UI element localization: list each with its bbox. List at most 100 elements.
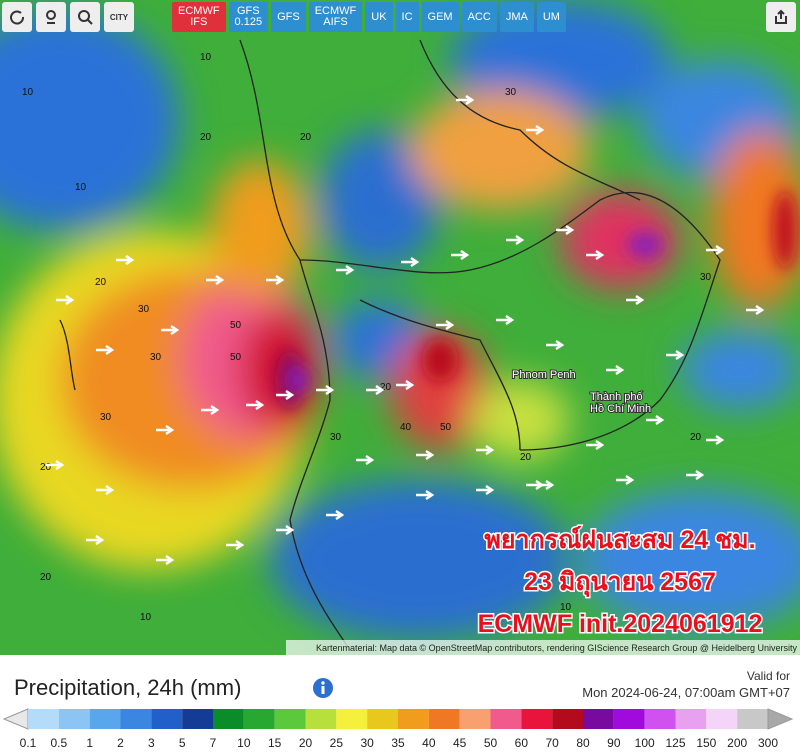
model-label: IFS [190, 16, 208, 28]
share-button[interactable] [766, 2, 796, 32]
wind-arrow [206, 274, 225, 286]
wind-arrow [46, 459, 65, 471]
scale-cell [737, 709, 768, 729]
scale-label: 60 [515, 736, 529, 750]
scale-label: 30 [360, 736, 374, 750]
location-button[interactable] [36, 2, 66, 32]
borders [59, 39, 721, 651]
wind-arrow [706, 434, 725, 446]
wind-arrow [266, 274, 285, 286]
wind-arrow [401, 256, 420, 268]
model-button[interactable]: GFS [271, 2, 306, 32]
contour-label: 30 [330, 432, 342, 443]
model-button[interactable]: GFS 0.125 [228, 2, 269, 32]
wind-arrow [416, 449, 435, 461]
wind-arrow [686, 469, 705, 481]
contour-label: 20 [520, 452, 532, 463]
scale-label: 2 [117, 736, 124, 750]
contour-label: 10 [620, 532, 632, 543]
wind-arrow [276, 389, 295, 401]
toolbar: CITY ECMWF IFS GFS 0.125 GFS ECMWF AIFS UK IC GEM… [0, 0, 800, 36]
scale-label: 50 [484, 736, 498, 750]
scale-label: 5 [179, 736, 186, 750]
info-icon[interactable] [312, 677, 334, 699]
scale-label: 300 [758, 736, 778, 750]
spacer [138, 2, 168, 34]
wind-arrow [506, 234, 525, 246]
valid-label: Valid for [746, 669, 790, 683]
scale-label: 90 [607, 736, 621, 750]
scale-cell [644, 709, 676, 729]
precip-core [276, 190, 797, 410]
attribution-bg [286, 640, 800, 655]
wind-arrow [116, 254, 135, 266]
scale-label: 150 [696, 736, 716, 750]
city-button[interactable]: CITY [104, 2, 134, 32]
model-button[interactable]: UK [365, 2, 393, 32]
contour-label: 10 [22, 87, 34, 98]
wind-arrow [451, 249, 470, 261]
wind-arrow [546, 339, 565, 351]
place-label: Phnom Penh [512, 369, 576, 381]
scale-cell [583, 709, 614, 729]
contour-label: 20 [40, 572, 52, 583]
contour-label: 50 [230, 320, 242, 331]
wind-arrow [226, 539, 245, 551]
wind-arrow [606, 364, 625, 376]
color-scale: 0.1 0.5 1 2 3 5 7 10 15 20 25 30 35 40 45 50 60 70 80 90 100… [2, 708, 794, 750]
scale-cell [120, 709, 152, 729]
scale-label: 15 [268, 736, 282, 750]
wind-arrow [316, 384, 335, 396]
scale-label: 7 [210, 736, 217, 750]
wind-arrow [476, 484, 495, 496]
scale-label: 20 [299, 736, 313, 750]
model-button[interactable]: ECMWF IFS [172, 2, 226, 32]
contour-label: 50 [230, 352, 242, 363]
wind-arrow [586, 249, 605, 261]
scale-label: 100 [635, 736, 655, 750]
contour-label: 20 [300, 132, 312, 143]
scale-end-left [2, 708, 29, 730]
wind-arrow [556, 224, 575, 236]
legend-title: Precipitation, 24h (mm) [14, 675, 242, 700]
scale-label: 1 [86, 736, 93, 750]
reload-button[interactable] [2, 2, 32, 32]
contour-label: 10 [560, 602, 572, 613]
scale-cell [182, 709, 213, 729]
contour-label: 10 [200, 52, 212, 63]
contour-label: 30 [100, 412, 112, 423]
wind-arrow [436, 319, 455, 331]
model-buttons: ECMWF IFS GFS 0.125 GFS ECMWF AIFS UK IC GEM ACC JM… [172, 2, 566, 34]
model-button[interactable]: ECMWF AIFS [308, 2, 363, 32]
scale-cell [552, 709, 583, 729]
model-label: GFS [237, 5, 260, 17]
wind-arrow [496, 314, 515, 326]
contour-label: 20 [380, 382, 392, 393]
model-button[interactable]: JMA [499, 2, 534, 32]
model-button[interactable]: IC [395, 2, 419, 32]
scale-cell [274, 709, 306, 729]
model-label: UK [371, 10, 387, 23]
zoom-button[interactable] [70, 2, 100, 32]
scale-label: 70 [545, 736, 559, 750]
contour-label: 20 [690, 432, 702, 443]
place-label: Hồ Chí Minh [590, 403, 651, 415]
wind-arrow [201, 404, 220, 416]
scale-cell [151, 709, 183, 729]
model-button[interactable]: UM [536, 2, 566, 32]
scale-cell [706, 709, 738, 729]
scale-cell [213, 709, 244, 729]
model-label: ECMWF [178, 5, 220, 17]
wind-arrow [336, 264, 355, 276]
scale-label: 35 [391, 736, 405, 750]
model-label: GEM [427, 10, 453, 23]
scale-end-right [767, 708, 794, 730]
contour-label: 30 [505, 87, 517, 98]
wind-arrow [366, 384, 385, 396]
wind-arrow [326, 509, 345, 521]
wind-arrow [396, 379, 415, 391]
model-button[interactable]: GEM [421, 2, 459, 32]
model-button[interactable]: ACC [461, 2, 497, 32]
scale-label: 25 [330, 736, 344, 750]
wind-arrow [526, 124, 545, 136]
